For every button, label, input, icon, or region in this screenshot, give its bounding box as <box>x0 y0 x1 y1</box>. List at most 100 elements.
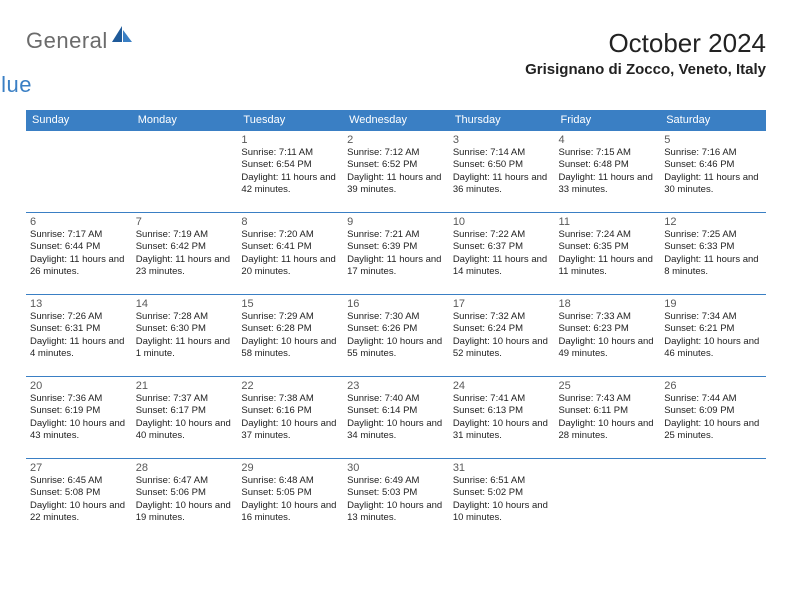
week-row: 20Sunrise: 7:36 AMSunset: 6:19 PMDayligh… <box>26 377 766 459</box>
day-number: 12 <box>664 216 762 228</box>
day-header-row: SundayMondayTuesdayWednesdayThursdayFrid… <box>26 110 766 131</box>
sunset-text: Sunset: 6:17 PM <box>136 405 234 417</box>
day-header-wednesday: Wednesday <box>343 110 449 131</box>
daylight-text: Daylight: 11 hours and 33 minutes. <box>559 172 657 197</box>
day-info: Sunrise: 7:33 AMSunset: 6:23 PMDaylight:… <box>559 311 657 360</box>
day-number: 15 <box>241 298 339 310</box>
sunset-text: Sunset: 6:28 PM <box>241 323 339 335</box>
daylight-text: Daylight: 10 hours and 22 minutes. <box>30 500 128 525</box>
daylight-text: Daylight: 10 hours and 10 minutes. <box>453 500 551 525</box>
day-info: Sunrise: 7:34 AMSunset: 6:21 PMDaylight:… <box>664 311 762 360</box>
day-number: 2 <box>347 134 445 146</box>
sunset-text: Sunset: 5:03 PM <box>347 487 445 499</box>
sunrise-text: Sunrise: 7:20 AM <box>241 229 339 241</box>
daylight-text: Daylight: 10 hours and 49 minutes. <box>559 336 657 361</box>
day-number: 5 <box>664 134 762 146</box>
day-number: 7 <box>136 216 234 228</box>
daylight-text: Daylight: 11 hours and 17 minutes. <box>347 254 445 279</box>
daylight-text: Daylight: 11 hours and 42 minutes. <box>241 172 339 197</box>
logo: General Blue <box>26 28 134 98</box>
sunset-text: Sunset: 5:05 PM <box>241 487 339 499</box>
logo-text-blue: Blue <box>0 72 134 98</box>
daylight-text: Daylight: 10 hours and 13 minutes. <box>347 500 445 525</box>
daylight-text: Daylight: 11 hours and 4 minutes. <box>30 336 128 361</box>
calendar-table: SundayMondayTuesdayWednesdayThursdayFrid… <box>26 110 766 541</box>
daylight-text: Daylight: 10 hours and 34 minutes. <box>347 418 445 443</box>
daylight-text: Daylight: 11 hours and 36 minutes. <box>453 172 551 197</box>
day-number: 28 <box>136 462 234 474</box>
week-row: 27Sunrise: 6:45 AMSunset: 5:08 PMDayligh… <box>26 459 766 541</box>
day-info: Sunrise: 6:51 AMSunset: 5:02 PMDaylight:… <box>453 475 551 524</box>
daylight-text: Daylight: 11 hours and 26 minutes. <box>30 254 128 279</box>
sunrise-text: Sunrise: 7:21 AM <box>347 229 445 241</box>
day-number: 26 <box>664 380 762 392</box>
day-info: Sunrise: 7:37 AMSunset: 6:17 PMDaylight:… <box>136 393 234 442</box>
day-info: Sunrise: 7:36 AMSunset: 6:19 PMDaylight:… <box>30 393 128 442</box>
day-cell-14: 14Sunrise: 7:28 AMSunset: 6:30 PMDayligh… <box>132 295 238 377</box>
sunset-text: Sunset: 5:08 PM <box>30 487 128 499</box>
daylight-text: Daylight: 10 hours and 52 minutes. <box>453 336 551 361</box>
sunset-text: Sunset: 6:35 PM <box>559 241 657 253</box>
sunset-text: Sunset: 6:21 PM <box>664 323 762 335</box>
day-cell-10: 10Sunrise: 7:22 AMSunset: 6:37 PMDayligh… <box>449 213 555 295</box>
day-number: 20 <box>30 380 128 392</box>
sunset-text: Sunset: 6:41 PM <box>241 241 339 253</box>
sunrise-text: Sunrise: 7:30 AM <box>347 311 445 323</box>
day-info: Sunrise: 7:44 AMSunset: 6:09 PMDaylight:… <box>664 393 762 442</box>
sunrise-text: Sunrise: 7:16 AM <box>664 147 762 159</box>
day-info: Sunrise: 7:43 AMSunset: 6:11 PMDaylight:… <box>559 393 657 442</box>
day-cell-3: 3Sunrise: 7:14 AMSunset: 6:50 PMDaylight… <box>449 131 555 213</box>
sunset-text: Sunset: 6:14 PM <box>347 405 445 417</box>
daylight-text: Daylight: 10 hours and 16 minutes. <box>241 500 339 525</box>
day-cell-8: 8Sunrise: 7:20 AMSunset: 6:41 PMDaylight… <box>237 213 343 295</box>
week-row: 13Sunrise: 7:26 AMSunset: 6:31 PMDayligh… <box>26 295 766 377</box>
day-cell-29: 29Sunrise: 6:48 AMSunset: 5:05 PMDayligh… <box>237 459 343 541</box>
day-info: Sunrise: 7:28 AMSunset: 6:30 PMDaylight:… <box>136 311 234 360</box>
day-info: Sunrise: 7:26 AMSunset: 6:31 PMDaylight:… <box>30 311 128 360</box>
day-header-monday: Monday <box>132 110 238 131</box>
daylight-text: Daylight: 11 hours and 20 minutes. <box>241 254 339 279</box>
day-header-tuesday: Tuesday <box>237 110 343 131</box>
daylight-text: Daylight: 10 hours and 31 minutes. <box>453 418 551 443</box>
sunset-text: Sunset: 5:06 PM <box>136 487 234 499</box>
sunset-text: Sunset: 6:48 PM <box>559 159 657 171</box>
sunset-text: Sunset: 6:16 PM <box>241 405 339 417</box>
day-cell-23: 23Sunrise: 7:40 AMSunset: 6:14 PMDayligh… <box>343 377 449 459</box>
empty-cell <box>660 459 766 541</box>
day-info: Sunrise: 6:48 AMSunset: 5:05 PMDaylight:… <box>241 475 339 524</box>
day-cell-4: 4Sunrise: 7:15 AMSunset: 6:48 PMDaylight… <box>555 131 661 213</box>
day-number: 16 <box>347 298 445 310</box>
day-number: 18 <box>559 298 657 310</box>
sunset-text: Sunset: 6:26 PM <box>347 323 445 335</box>
daylight-text: Daylight: 11 hours and 39 minutes. <box>347 172 445 197</box>
sunset-text: Sunset: 6:24 PM <box>453 323 551 335</box>
sunrise-text: Sunrise: 7:44 AM <box>664 393 762 405</box>
day-cell-28: 28Sunrise: 6:47 AMSunset: 5:06 PMDayligh… <box>132 459 238 541</box>
day-cell-16: 16Sunrise: 7:30 AMSunset: 6:26 PMDayligh… <box>343 295 449 377</box>
day-number: 10 <box>453 216 551 228</box>
sunset-text: Sunset: 6:54 PM <box>241 159 339 171</box>
day-info: Sunrise: 7:30 AMSunset: 6:26 PMDaylight:… <box>347 311 445 360</box>
day-cell-6: 6Sunrise: 7:17 AMSunset: 6:44 PMDaylight… <box>26 213 132 295</box>
sunset-text: Sunset: 6:42 PM <box>136 241 234 253</box>
day-cell-5: 5Sunrise: 7:16 AMSunset: 6:46 PMDaylight… <box>660 131 766 213</box>
day-info: Sunrise: 7:14 AMSunset: 6:50 PMDaylight:… <box>453 147 551 196</box>
day-number: 27 <box>30 462 128 474</box>
day-cell-20: 20Sunrise: 7:36 AMSunset: 6:19 PMDayligh… <box>26 377 132 459</box>
sunrise-text: Sunrise: 6:47 AM <box>136 475 234 487</box>
sunrise-text: Sunrise: 7:11 AM <box>241 147 339 159</box>
logo-text-general: General <box>26 28 108 54</box>
calendar-body: 1Sunrise: 7:11 AMSunset: 6:54 PMDaylight… <box>26 131 766 541</box>
location: Grisignano di Zocco, Veneto, Italy <box>525 61 766 78</box>
day-number: 29 <box>241 462 339 474</box>
sunset-text: Sunset: 6:31 PM <box>30 323 128 335</box>
sunrise-text: Sunrise: 7:32 AM <box>453 311 551 323</box>
day-header-friday: Friday <box>555 110 661 131</box>
day-info: Sunrise: 7:22 AMSunset: 6:37 PMDaylight:… <box>453 229 551 278</box>
day-cell-26: 26Sunrise: 7:44 AMSunset: 6:09 PMDayligh… <box>660 377 766 459</box>
daylight-text: Daylight: 10 hours and 19 minutes. <box>136 500 234 525</box>
sunrise-text: Sunrise: 7:38 AM <box>241 393 339 405</box>
sunset-text: Sunset: 6:37 PM <box>453 241 551 253</box>
day-info: Sunrise: 6:47 AMSunset: 5:06 PMDaylight:… <box>136 475 234 524</box>
day-cell-25: 25Sunrise: 7:43 AMSunset: 6:11 PMDayligh… <box>555 377 661 459</box>
